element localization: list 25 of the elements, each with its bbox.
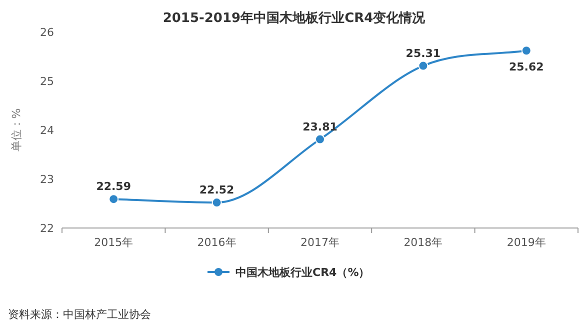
text: 资料来源：中国林产工业协会: [8, 308, 151, 321]
y-tick-label: 26: [40, 26, 54, 39]
x-tick-label: 2018年: [404, 236, 443, 249]
x-tick-label: 2019年: [506, 236, 546, 249]
point: [212, 198, 222, 208]
point: [315, 134, 325, 144]
data-label: 23.81: [302, 120, 338, 134]
x-tick-label: 2016年: [197, 236, 236, 249]
point: [521, 46, 532, 56]
x-tick-label: 2017年: [300, 236, 340, 249]
legend: 中国木地板行业CR4（%）: [208, 266, 370, 279]
legend-label: 中国木地板行业CR4（%）: [236, 266, 370, 279]
x-tick-label: 2015年: [94, 236, 134, 249]
point: [418, 60, 428, 71]
point: [108, 194, 119, 204]
data-label: 25.62: [509, 60, 544, 74]
y-tick-label: 24: [40, 124, 54, 137]
y-tick-label: 22: [40, 222, 54, 235]
y-tick-label: 23: [40, 173, 54, 186]
y-axis-title: 单位：%: [10, 108, 23, 152]
data-label: 25.31: [406, 46, 441, 60]
data-label: 22.52: [199, 184, 234, 197]
chart-title: 2015-2019年中国木地板行业CR4变化情况: [162, 10, 426, 26]
y-tick-label: 25: [40, 75, 54, 88]
data-label: 22.59: [96, 180, 131, 194]
